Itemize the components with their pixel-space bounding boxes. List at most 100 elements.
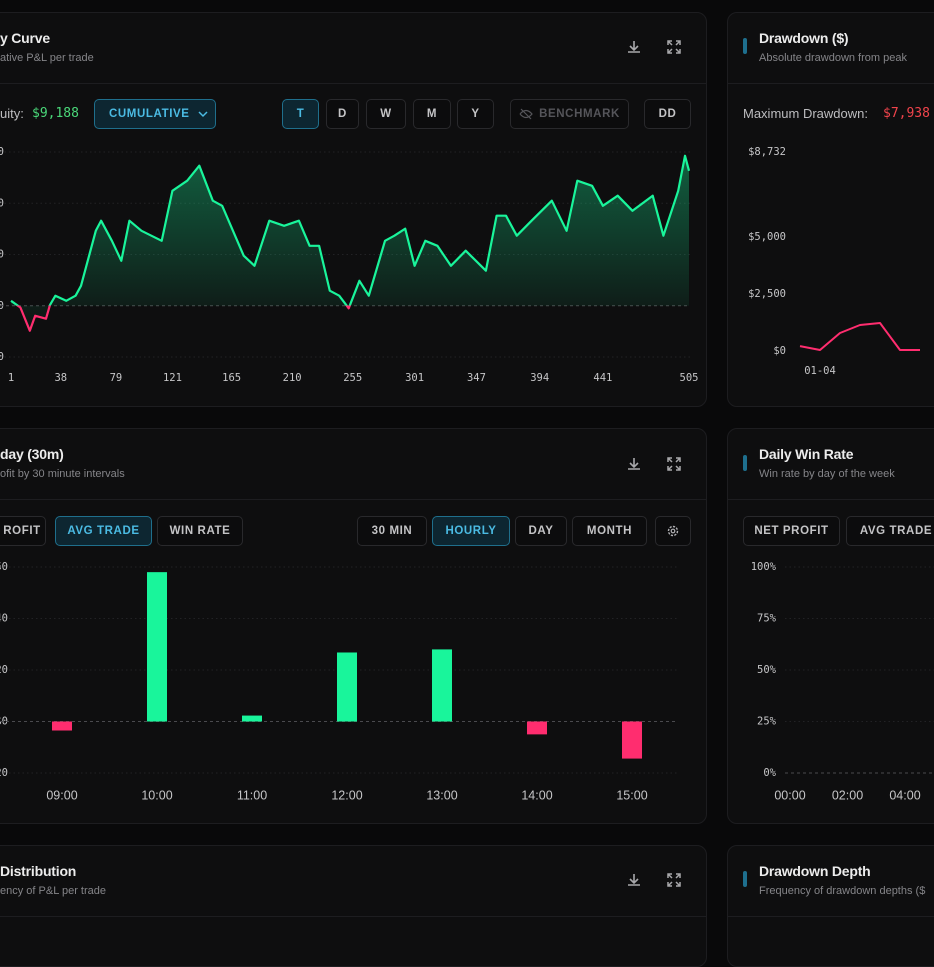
- x-tick-label cat: 10:00: [141, 788, 172, 802]
- metric-button[interactable]: AVG TRADE: [846, 516, 934, 546]
- interval-button[interactable]: HOURLY: [432, 516, 510, 546]
- area: [11, 155, 689, 331]
- download-icon[interactable]: [625, 871, 643, 889]
- bar: [622, 721, 642, 759]
- interval-button[interactable]: MONTH: [572, 516, 647, 546]
- interval-button[interactable]: DAY: [515, 516, 567, 546]
- y-tick-label: $0: [773, 345, 786, 357]
- expand-icon[interactable]: [665, 38, 683, 56]
- y-tick-label: $8,732: [748, 146, 786, 158]
- y-tick-label: $40: [0, 613, 8, 625]
- x-tick-label cat: 11:00: [237, 788, 267, 802]
- dd-button[interactable]: DD: [644, 99, 691, 129]
- y-tick-label: $20: [0, 664, 8, 676]
- summary-label: Maximum Drawdown:: [743, 106, 868, 121]
- metric-button[interactable]: NET PROFIT: [743, 516, 840, 546]
- benchmark-label: BENCHMARK: [539, 108, 620, 120]
- y-tick-label: -$3,000: [0, 351, 4, 363]
- gear-icon: [667, 525, 679, 537]
- y-tick-label: -$20: [0, 767, 8, 779]
- accent-bar: [743, 455, 747, 471]
- bar: [147, 572, 167, 722]
- bar: [52, 721, 72, 731]
- mode-dropdown[interactable]: CUMULATIVE: [94, 99, 216, 129]
- y-tick-label: $3,000: [0, 249, 4, 261]
- y-tick-label: $60: [0, 561, 8, 573]
- divider: [728, 499, 934, 500]
- panel-subtitle: ency of P&L per trade: [0, 885, 106, 897]
- x-tick-label cat: 14:00: [521, 788, 552, 802]
- x-tick-label: 1: [8, 372, 14, 384]
- divider: [0, 83, 706, 84]
- x-tick-label: 394: [530, 372, 549, 384]
- line: [10, 154, 691, 332]
- x-tick-label: 347: [467, 372, 486, 384]
- panel-title: Distribution: [0, 863, 77, 879]
- accent-bar: [743, 38, 747, 54]
- panel-title: y Curve: [0, 30, 50, 46]
- bar: [527, 721, 547, 735]
- panel-subtitle: Win rate by day of the week: [759, 468, 895, 480]
- x-tick-label cat: 09:00: [46, 788, 77, 802]
- y-tick-label: 25%: [757, 716, 777, 728]
- period-button[interactable]: D: [326, 99, 359, 129]
- x-tick-label: 255: [343, 372, 362, 384]
- mode-label: CUMULATIVE: [109, 108, 190, 120]
- eye-off-icon: [519, 108, 533, 120]
- x-tick-label: 165: [222, 372, 241, 384]
- y-tick-label: $2,500: [748, 288, 786, 300]
- expand-icon[interactable]: [665, 455, 683, 473]
- panel-title: Drawdown ($): [759, 30, 849, 46]
- period-button[interactable]: W: [366, 99, 406, 129]
- panel-title: day (30m): [0, 446, 64, 462]
- x-tick-label: 79: [110, 372, 123, 384]
- settings-button[interactable]: [655, 516, 691, 546]
- y-tick-label: $0: [0, 716, 8, 728]
- x-tick-label cat: 12:00: [331, 788, 362, 802]
- x-tick-label: 01-04: [804, 365, 836, 377]
- x-tick-label: 38: [54, 372, 67, 384]
- divider: [0, 499, 706, 500]
- accent-bar: [743, 871, 747, 887]
- x-tick-label cat: 15:00: [616, 788, 647, 802]
- period-button[interactable]: M: [413, 99, 451, 129]
- metric-button[interactable]: WIN RATE: [157, 516, 243, 546]
- y-tick-label: 0%: [763, 767, 776, 779]
- x-tick-label cat: 04:00: [889, 788, 920, 802]
- divider: [728, 83, 934, 84]
- period-button[interactable]: Y: [457, 99, 494, 129]
- x-tick-label: 441: [593, 372, 612, 384]
- metric-button[interactable]: ROFIT: [0, 516, 46, 546]
- y-tick-label: $9,000: [0, 146, 4, 158]
- panel-subtitle: Absolute drawdown from peak: [759, 52, 907, 64]
- win-rate-panel: [727, 428, 934, 824]
- x-tick-label cat: 02:00: [832, 788, 863, 802]
- y-tick-label: 50%: [757, 664, 777, 676]
- divider: [728, 916, 934, 917]
- time-of-day-panel: [0, 428, 707, 824]
- panel-subtitle: Frequency of drawdown depths ($: [759, 885, 926, 897]
- download-icon[interactable]: [625, 38, 643, 56]
- y-tick-label: $6,000: [0, 197, 4, 209]
- x-tick-label cat: 00:00: [774, 788, 805, 802]
- summary-value: $9,188: [32, 106, 79, 121]
- metric-button[interactable]: AVG TRADE: [55, 516, 152, 546]
- interval-button[interactable]: 30 MIN: [357, 516, 427, 546]
- bar: [242, 715, 262, 722]
- bar: [432, 649, 452, 722]
- divider: [0, 916, 706, 917]
- y-tick-label: 75%: [757, 613, 777, 625]
- expand-icon[interactable]: [665, 871, 683, 889]
- panel-subtitle: ofit by 30 minute intervals: [0, 468, 125, 480]
- benchmark-button[interactable]: BENCHMARK: [510, 99, 629, 129]
- summary-value: $7,938: [883, 106, 930, 121]
- y-tick-label: 100%: [751, 561, 777, 573]
- period-button[interactable]: T: [282, 99, 319, 129]
- x-tick-label: 505: [680, 372, 699, 384]
- bar: [337, 652, 357, 722]
- x-tick-label: 121: [163, 372, 182, 384]
- y-tick-label: $5,000: [748, 231, 786, 243]
- panel-title: Drawdown Depth: [759, 863, 871, 879]
- summary-label: uity:: [0, 106, 24, 121]
- download-icon[interactable]: [625, 455, 643, 473]
